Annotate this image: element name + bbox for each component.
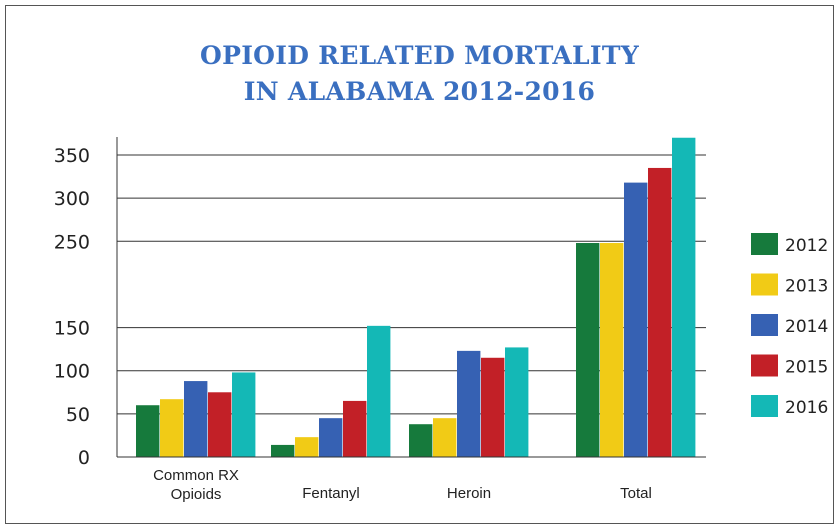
bar-2012 (576, 243, 600, 457)
legend-label-2014: 2014 (785, 317, 828, 337)
bar-2013 (433, 418, 457, 457)
chart-title: OPIOID RELATED MORTALITY IN ALABAMA 2012… (0, 38, 839, 110)
legend-label-2015: 2015 (785, 358, 828, 378)
bar-2013 (160, 399, 184, 457)
bar-2014 (319, 418, 343, 457)
bar-2015 (343, 400, 367, 457)
bar-2014 (184, 381, 208, 457)
bar-2013 (295, 437, 319, 457)
legend-swatch-2015 (751, 354, 778, 377)
legend-label-2016: 2016 (785, 398, 828, 418)
x-tick-label: Total (620, 485, 652, 502)
chart-title-line-2: IN ALABAMA 2012-2016 (243, 77, 596, 106)
bar-2016 (367, 325, 391, 457)
legend-swatch-2013 (751, 273, 778, 296)
chart-title-line-1: OPIOID RELATED MORTALITY (200, 41, 639, 70)
bar-2016 (505, 347, 529, 457)
y-tick-label: 100 (54, 361, 90, 383)
bar-2016 (672, 137, 696, 457)
legend-swatch-2014 (751, 314, 778, 336)
bar-2012 (409, 424, 433, 457)
bar-2016 (232, 372, 256, 457)
x-tick-label: Common RX Opioids (153, 467, 239, 503)
x-tick-label: Heroin (447, 485, 491, 502)
y-tick-label: 0 (78, 447, 90, 469)
bar-2015 (481, 357, 505, 457)
legend-label-2013: 2013 (785, 277, 828, 297)
bar-2014 (457, 350, 481, 457)
bar-2012 (136, 405, 160, 457)
y-tick-label: 50 (66, 404, 90, 426)
bar-2015 (208, 392, 232, 457)
legend-swatch-2012 (751, 233, 778, 255)
y-tick-label: 300 (54, 188, 90, 210)
bar-2012 (271, 444, 295, 457)
y-tick-label: 150 (54, 318, 90, 340)
bar-2014 (624, 182, 648, 457)
bar-2013 (600, 243, 624, 457)
x-tick-label: Fentanyl (302, 485, 360, 502)
y-tick-label: 350 (54, 145, 90, 167)
y-tick-label: 250 (54, 231, 90, 253)
bar-2015 (648, 167, 672, 457)
legend-label-2012: 2012 (785, 236, 828, 256)
legend-swatch-2016 (751, 395, 778, 417)
